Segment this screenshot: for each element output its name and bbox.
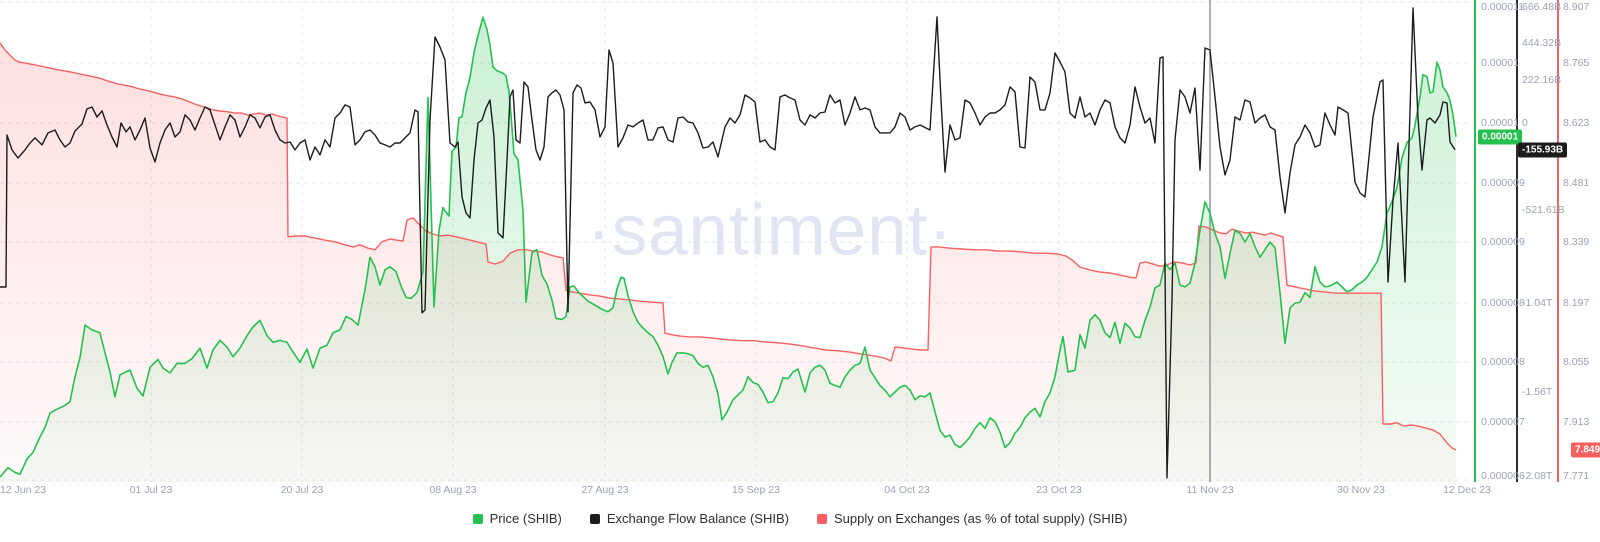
santiment-watermark: ·santiment· <box>586 191 954 271</box>
supply-axis-tick: 8.197 <box>1563 296 1590 309</box>
legend-label-price: Price (SHIB) <box>489 511 562 526</box>
flow-axis-tick: -1.56T <box>1522 385 1553 398</box>
supply-line <box>0 42 1457 451</box>
supply-axis-tick: 8.055 <box>1563 355 1590 368</box>
supply-axis-line <box>1557 0 1559 482</box>
flow-axis-tick: -1.04T <box>1522 296 1553 309</box>
x-axis-date-label: 04 Oct 23 <box>884 484 930 496</box>
legend-label-supply: Supply on Exchanges (as % of total suppl… <box>833 511 1128 526</box>
supply-axis-tick: 8.339 <box>1563 235 1590 248</box>
supply-axis-tick: 8.481 <box>1563 176 1590 189</box>
price-axis-tick: 0.000009 <box>1481 235 1525 248</box>
x-axis-date-label: 11 Nov 23 <box>1186 484 1234 496</box>
flow-axis-tick: 222.16B <box>1522 73 1562 86</box>
x-axis-date-label: 20 Jul 23 <box>280 484 324 496</box>
price-axis-tick: 0.000009 <box>1481 176 1525 189</box>
x-axis-date-label: 12 Jun 23 <box>0 484 47 496</box>
price-axis-tick: 0.000011 <box>1481 0 1525 13</box>
price-axis-tick: 0.000007 <box>1481 415 1525 428</box>
legend-item-supply[interactable]: Supply on Exchanges (as % of total suppl… <box>816 511 1128 526</box>
legend-label-flow: Exchange Flow Balance (SHIB) <box>606 511 789 526</box>
price-axis-tick: 0.000008 <box>1481 355 1525 368</box>
price-axis-line <box>1474 0 1476 482</box>
flow-axis-tick: -521.61B <box>1522 203 1565 216</box>
x-axis-date-label: 23 Oct 23 <box>1036 484 1082 496</box>
x-axis-date-label: 30 Nov 23 <box>1337 484 1385 496</box>
legend-item-flow[interactable]: Exchange Flow Balance (SHIB) <box>589 511 789 526</box>
flow-axis-tick: 0 <box>1522 116 1528 129</box>
legend-swatch-flow <box>589 513 600 524</box>
price-area <box>0 17 1456 482</box>
x-axis-date-label: 27 Aug 23 <box>581 484 629 496</box>
x-axis-date-label: 15 Sep 23 <box>732 484 780 496</box>
supply-axis-tick: 7.771 <box>1563 469 1590 482</box>
supply-axis-tick: 8.907 <box>1563 0 1590 13</box>
flow-last-value-badge: -155.93B <box>1518 142 1568 158</box>
chart-plot-area[interactable] <box>0 0 1475 482</box>
legend-swatch-supply <box>816 513 827 524</box>
x-axis-date-label: 01 Jul 23 <box>129 484 173 496</box>
flow-line <box>0 7 1456 479</box>
price-last-value-badge: 0.00001 <box>1478 129 1523 145</box>
price-axis-tick: 0.000008 <box>1481 296 1525 309</box>
flow-axis-line <box>1516 0 1518 482</box>
price-axis-tick: 0.00001 <box>1481 56 1519 69</box>
price-line <box>0 16 1457 478</box>
legend-swatch-price <box>472 513 483 524</box>
chart-legend: Price (SHIB) Exchange Flow Balance (SHIB)… <box>0 511 1600 526</box>
x-axis-date-label: 08 Aug 23 <box>429 484 477 496</box>
supply-axis-tick: 7.913 <box>1563 415 1590 428</box>
flow-axis-tick: 666.48B <box>1522 0 1562 13</box>
flow-axis-tick: -2.08T <box>1522 469 1553 482</box>
legend-item-price[interactable]: Price (SHIB) <box>472 511 562 526</box>
flow-axis-tick: 444.32B <box>1522 36 1562 49</box>
supply-axis-tick: 8.765 <box>1563 56 1590 69</box>
x-axis-date-label: 12 Dec 23 <box>1443 484 1491 496</box>
supply-last-value-badge: 7.849 <box>1571 442 1600 458</box>
price-axis-tick: 0.000006 <box>1481 469 1525 482</box>
price-axis-tick: 0.00001 <box>1481 116 1519 129</box>
supply-axis-tick: 8.623 <box>1563 116 1590 129</box>
